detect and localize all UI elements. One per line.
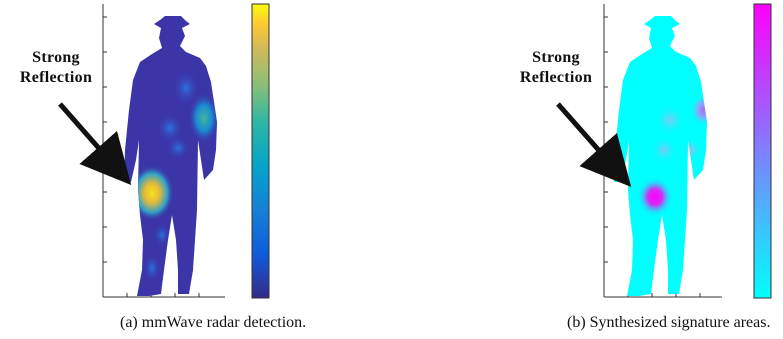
caption-a: (a) mmWave radar detection. [120,314,307,331]
annotation-line-1: Strong [32,49,80,66]
figure-panel-a: Strong Reflection (a) mmWave radar detec… [0,0,391,339]
annotation-arrow [58,102,132,186]
annotation-line-2: Reflection [519,69,593,86]
annotation-line-1: Strong [532,49,580,66]
colorbar [251,3,270,299]
figure-panel-b: Strong Reflection (b) Synthesized signat… [392,0,783,339]
human-silhouette-heatmap [124,16,217,296]
signature-areas-figure [556,3,772,299]
annotation-line-2: Reflection [19,69,93,86]
strong-reflection-label: Strong Reflection [6,48,106,88]
caption-b: (b) Synthesized signature areas. [567,314,771,331]
radar-heatmap-figure [58,3,270,299]
annotation-arrow [556,102,632,187]
strong-reflection-label: Strong Reflection [506,48,606,88]
human-silhouette-signature [614,16,707,296]
colorbar [753,3,772,299]
axis-ticks [103,16,200,297]
